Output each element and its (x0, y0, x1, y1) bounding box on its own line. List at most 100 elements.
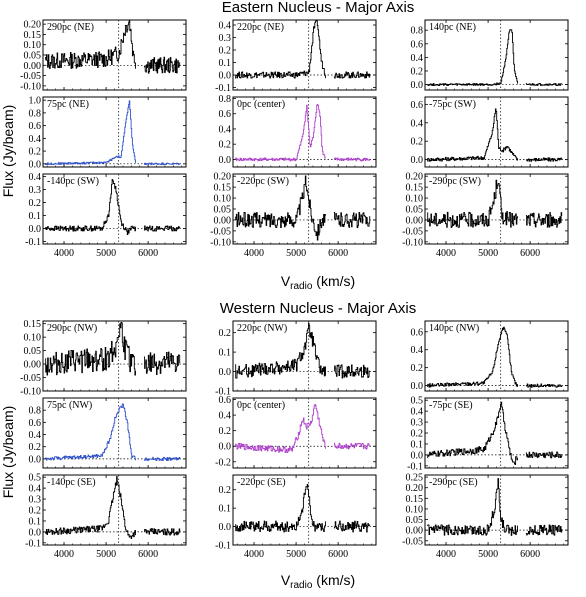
spectrum-line (235, 104, 326, 162)
spectrum-line (45, 403, 136, 461)
x-label-sub: radio (290, 281, 313, 292)
y-tick-label: -0.05 (20, 71, 41, 82)
panel-offset-label: -220pc (SE) (237, 477, 286, 488)
y-tick-label: 0.0 (219, 522, 232, 533)
y-tick-label: 0.8 (29, 406, 42, 417)
y-tick-label: 0.0 (219, 155, 232, 166)
panel-offset-label: -75pc (SW) (429, 99, 476, 110)
y-tick-label: 0.2 (29, 506, 42, 517)
y-tick-label: 0.0 (29, 224, 42, 235)
y-tick-label: 0.00 (406, 215, 424, 226)
spectrum-panel: 0.0 0.2 0.4 0.6 0.8 140pc (NE) (411, 19, 569, 91)
x-tick-label: 5000 (96, 248, 116, 259)
spectrum-line (235, 404, 326, 454)
spectrum-line (525, 524, 563, 536)
panel-offset-label: -220pc (SW) (237, 176, 289, 187)
y-tick-label: 0.3 (219, 33, 232, 44)
panel-offset-label: 75pc (NE) (47, 99, 89, 110)
spectrum-panel: 4000 5000 6000 -0.10-0.050.000.050.100.150.… (402, 172, 569, 259)
y-tick-label: 0.20 (24, 20, 42, 31)
y-tick-label: 0.0 (411, 450, 424, 461)
y-tick-label: 0.6 (219, 395, 232, 406)
spectrum-line (143, 351, 181, 375)
x-tick-label: 6000 (138, 549, 158, 560)
spectrum-line (45, 19, 136, 69)
spectrum-panel: -0.2 0.0 0.2 0.4 0.6 0pc (center) (215, 395, 377, 469)
y-tick-label: 0.6 (411, 100, 424, 111)
spectrum-line (45, 179, 136, 236)
x-label-sub: radio (290, 580, 313, 591)
spectrum-line (235, 19, 326, 79)
spectrum-panel: 0.00.20.40.60.8 75pc (NW) (29, 397, 187, 469)
y-tick-label: 0.2 (219, 328, 232, 339)
spectrum-panel: -0.10 -0.05 0.00 0.05 0.10 0.15 290pc (NW) (20, 319, 187, 398)
y-tick-label: 0.0 (29, 454, 42, 465)
y-tick-label: 0.0 (29, 527, 42, 538)
y-tick-label: 0.4 (411, 407, 424, 418)
spectrum-line (143, 162, 181, 166)
panel-offset-label: -140pc (SE) (47, 477, 96, 488)
y-tick-label: 0.6 (29, 121, 42, 132)
x-tick-label: 4000 (54, 248, 74, 259)
y-tick-label: -0.10 (402, 237, 423, 248)
spectrum-panel: -0.10.0 0.10.2 0.30.4 220pc (NE) (215, 19, 377, 94)
y-tick-label: 0.1 (219, 58, 232, 69)
spectrum-line (333, 520, 371, 533)
y-tick-label: 0.2 (219, 140, 232, 151)
y-tick-label: 0.00 (406, 526, 424, 537)
y-tick-label: 0.0 (411, 80, 424, 91)
y-tick-label: 0.15 (214, 183, 232, 194)
y-tick-label: 0.1 (29, 211, 42, 222)
spectrum-line (333, 212, 371, 228)
y-tick-label: 0.4 (29, 484, 42, 495)
y-tick-label: 0.2 (411, 429, 424, 440)
y-tick-label: 0.5 (411, 396, 424, 407)
spectrum-line (143, 456, 181, 462)
y-tick-label: 0.15 (406, 494, 424, 505)
spectrum-line (235, 175, 326, 241)
y-tick-label: 0.00 (24, 360, 42, 371)
spectrum-line (143, 56, 181, 74)
y-tick-label: 0.6 (29, 418, 42, 429)
western-x-axis-label: Vradio (km/s) (281, 572, 355, 591)
spectrum-line (427, 401, 518, 465)
spectrum-line (333, 442, 371, 450)
panel-offset-label: 140pc (NW) (429, 323, 479, 334)
x-tick-label: 5000 (478, 248, 498, 259)
spectrum-line (45, 476, 136, 540)
spectrum-panel: -0.10-0.050.000.050.100.150.20 290pc (NE) (20, 19, 187, 92)
y-tick-label: 0.0 (411, 155, 424, 166)
y-tick-label: -0.1 (215, 541, 231, 552)
y-tick-label: 0.05 (406, 205, 424, 216)
spectrum-line (333, 157, 371, 162)
y-tick-label: 0.4 (29, 134, 42, 145)
y-tick-label: 0.05 (214, 205, 232, 216)
panels-layer: -0.10-0.050.000.050.100.150.20 290pc (NE)… (20, 19, 569, 560)
x-tick-label: 6000 (520, 248, 540, 259)
spectrum-panel: 0.0 0.2 0.4 0.6 -75pc (SW) (411, 96, 569, 168)
y-tick-label: 0.4 (29, 172, 42, 183)
y-tick-label: -0.1 (25, 237, 41, 248)
y-tick-label: 0.6 (411, 327, 424, 338)
y-tick-label: 0.0 (219, 367, 232, 378)
y-tick-label: 0.3 (411, 418, 424, 429)
y-tick-label: 0.3 (29, 185, 42, 196)
y-tick-label: -0.10 (210, 237, 231, 248)
y-tick-label: 0.1 (219, 504, 232, 515)
panel-offset-label: -290pc (SE) (429, 477, 478, 488)
spectrum-line (333, 71, 371, 79)
western-group-title: Western Nucleus - Major Axis (220, 300, 416, 317)
spectrum-line (45, 321, 136, 376)
spectrum-line (427, 108, 518, 162)
x-tick-label: 6000 (520, 549, 540, 560)
y-tick-label: 0.5 (29, 473, 42, 484)
y-tick-label: 0.8 (29, 108, 42, 119)
y-tick-label: 0.2 (219, 485, 232, 496)
y-tick-label: 0.4 (29, 430, 42, 441)
spectrum-panel: 4000 5000 6000 -0.1 0.0 0.1 0.2 0.3 0.4 -140pc (S… (25, 172, 187, 259)
y-tick-label: 0.1 (219, 348, 232, 359)
y-tick-label: 0.05 (406, 515, 424, 526)
panel-offset-label: -75pc (SE) (429, 400, 473, 411)
y-tick-label: 0.6 (219, 109, 232, 120)
